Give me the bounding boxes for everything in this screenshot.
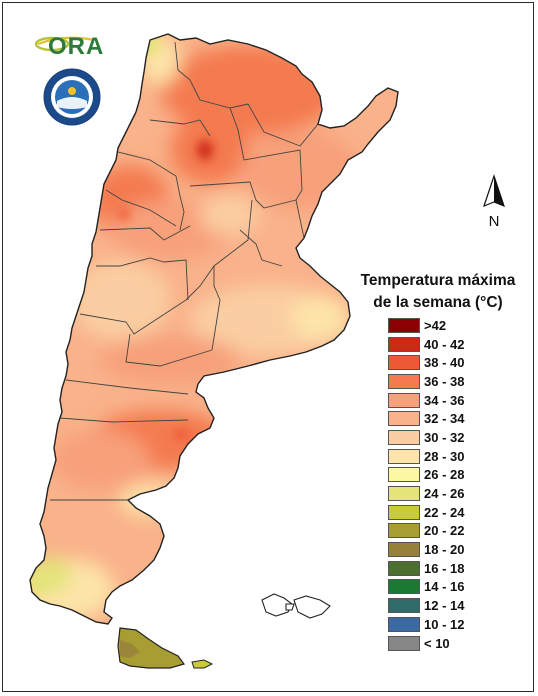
logo-arc (37, 36, 95, 46)
logo-text: ORA (48, 33, 105, 60)
legend-swatch (388, 411, 420, 427)
tierra-del-fuego-shade (120, 640, 140, 658)
legend-label: 32 - 34 (424, 411, 465, 427)
legend-swatch (388, 635, 420, 651)
legend-label: 36 - 38 (424, 373, 465, 389)
legend-swatch (388, 317, 420, 333)
legend-label: 38 - 40 (424, 355, 465, 371)
logo-swoosh (34, 36, 70, 52)
legend-row: 10 - 12 (388, 615, 464, 634)
north-label: N (489, 213, 500, 230)
legend-swatch (388, 373, 420, 389)
legend-label: 10 - 12 (424, 616, 465, 632)
legend-swatch (388, 523, 420, 539)
legend-label: < 10 (424, 635, 450, 651)
legend-row: 40 - 42 (388, 335, 464, 354)
malvinas-islands (261, 593, 331, 619)
legend-row: 38 - 40 (388, 353, 464, 372)
seal-band (57, 97, 87, 109)
legend-label: 34 - 36 (424, 392, 465, 408)
legend-row: 36 - 38 (388, 372, 464, 391)
legend-row: 22 - 24 (388, 503, 464, 522)
legend-label: 16 - 18 (424, 560, 465, 576)
legend-label: 18 - 20 (424, 542, 465, 558)
legend-title-line2: de la semana (°C) (373, 294, 503, 311)
legend-row: 32 - 34 (388, 409, 464, 428)
legend-label: 30 - 32 (424, 429, 465, 445)
smn-seal (43, 68, 101, 126)
legend-label: 20 - 22 (424, 523, 465, 539)
legend-title-line1: Temperatura máxima (360, 272, 516, 289)
legend-row: >42 (388, 316, 464, 335)
legend-label: 12 - 14 (424, 598, 465, 614)
legend-swatch (388, 504, 420, 520)
legend-row: 16 - 18 (388, 559, 464, 578)
tierra-del-fuego (117, 627, 186, 669)
legend-row: 18 - 20 (388, 540, 464, 559)
legend-row: 14 - 16 (388, 578, 464, 597)
legend-row: 26 - 28 (388, 466, 464, 485)
legend-row: < 10 (388, 634, 464, 653)
legend-swatch (388, 355, 420, 371)
legend-swatch (388, 336, 420, 352)
legend-label: >42 (424, 317, 447, 333)
legend-swatch (388, 448, 420, 464)
north-arrow-icon: N (483, 174, 505, 230)
legend-row: 20 - 22 (388, 522, 464, 541)
legend-swatch (388, 616, 420, 632)
legend-label: 28 - 30 (424, 448, 465, 464)
legend-swatch (388, 429, 420, 445)
legend-swatch (388, 560, 420, 576)
legend-label: 40 - 42 (424, 336, 465, 352)
legend: >42 40 - 42 38 - 40 36 - 38 34 - 36 32 - 34 30… (388, 316, 464, 652)
legend-row: 30 - 32 (388, 428, 464, 447)
legend-label: 26 - 28 (424, 467, 465, 483)
province-borders (50, 41, 319, 501)
legend-row: 34 - 36 (388, 391, 464, 410)
legend-label: 22 - 24 (424, 504, 465, 520)
isla-de-los-estados (191, 659, 214, 669)
legend-swatch (388, 467, 420, 483)
ora-logo (34, 36, 95, 52)
legend-title: Temperatura máxima de la semana (°C) (338, 270, 538, 314)
legend-row: 12 - 14 (388, 596, 464, 615)
legend-swatch (388, 579, 420, 595)
seal-sun (68, 87, 76, 95)
legend-swatch (388, 542, 420, 558)
legend-row: 28 - 30 (388, 447, 464, 466)
legend-label: 24 - 26 (424, 486, 465, 502)
legend-swatch (388, 598, 420, 614)
legend-row: 24 - 26 (388, 484, 464, 503)
legend-label: 14 - 16 (424, 579, 465, 595)
legend-swatch (388, 486, 420, 502)
legend-swatch (388, 392, 420, 408)
